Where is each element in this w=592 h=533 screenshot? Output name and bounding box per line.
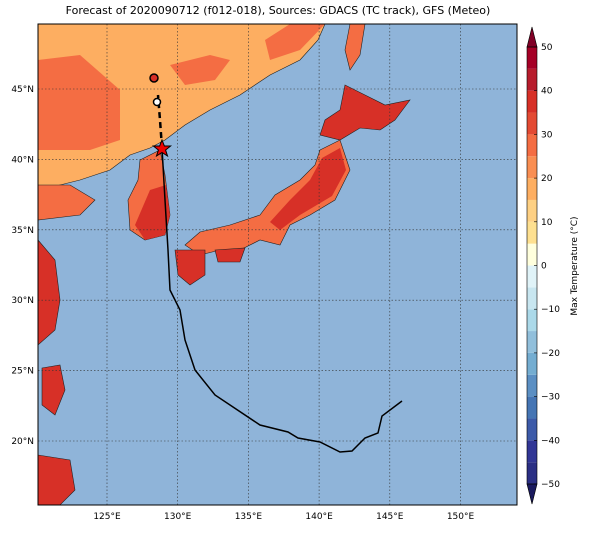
hokkaido (319, 84, 411, 141)
colorbar-level (527, 221, 537, 244)
colorbar-tick-label: −50 (541, 480, 560, 490)
colorbar-level (527, 178, 537, 200)
lon-label: 125°E (93, 512, 121, 522)
shikoku (214, 247, 246, 263)
colorbar-tick-label: 20 (541, 174, 553, 184)
colorbar-tick-label: 40 (541, 87, 553, 97)
colorbar-level (527, 47, 537, 69)
title: Forecast of 2020090712 (f012-018), Sourc… (66, 4, 491, 17)
warm-area (38, 55, 120, 150)
colorbar-level (527, 374, 537, 397)
colorbar-level (527, 440, 537, 463)
colorbar-level (527, 352, 537, 375)
colorbar-level (527, 265, 537, 288)
position-marker (149, 73, 159, 83)
lon-label: 130°E (164, 512, 192, 522)
colorbar-level (527, 331, 537, 353)
colorbar-level (527, 287, 537, 310)
lat-label: 30°N (11, 296, 34, 306)
map (37, 23, 518, 506)
colorbar-level (527, 90, 537, 113)
colorbar: −50 −40 −30 −20 −10 0 10 20 30 40 50 (526, 26, 560, 505)
colorbar-level (527, 462, 537, 484)
lat-label: 35°N (11, 226, 34, 236)
lon-label: 140°E (305, 512, 333, 522)
colorbar-level (527, 199, 537, 222)
colorbar-level (527, 309, 537, 332)
position-marker (152, 97, 162, 107)
lat-label: 40°N (11, 155, 34, 165)
lat-label: 45°N (11, 85, 34, 95)
colorbar-level (527, 156, 537, 179)
colorbar-tick-label: 30 (541, 130, 553, 140)
map-frame (37, 23, 518, 506)
colorbar-level (527, 134, 537, 157)
warm-area (170, 55, 230, 85)
warm-area (265, 24, 325, 60)
colorbar-level (527, 112, 537, 135)
lon-label: 145°E (376, 512, 404, 522)
kyushu (174, 249, 206, 286)
lon-label: 135°E (235, 512, 263, 522)
colorbar-level (527, 243, 537, 266)
colorbar-tick-label: −30 (541, 393, 560, 403)
tc-track (161, 147, 403, 453)
lon-label: 150°E (447, 512, 475, 522)
hot-area (270, 148, 346, 230)
colorbar-tick-label: 10 (541, 218, 553, 228)
colorbar-tick-label: 0 (541, 262, 547, 272)
current-position (151, 138, 173, 158)
colorbar-label: Max Temperature (°C) (570, 216, 580, 315)
colorbar-level (527, 396, 537, 419)
mainland (37, 23, 326, 191)
colorbar-level (527, 68, 537, 91)
colorbar-extend (526, 483, 538, 505)
taiwan (41, 364, 66, 416)
colorbar-tick-label: −10 (541, 305, 560, 315)
colorbar-tick-label: −40 (541, 436, 560, 446)
lat-label: 20°N (11, 437, 34, 447)
colorbar-tick-label: −20 (541, 349, 560, 359)
lat-label: 25°N (11, 367, 34, 377)
hot-area (135, 185, 170, 240)
colorbar-extend (526, 26, 538, 48)
colorbar-level (527, 418, 537, 441)
colorbar-tick-label: 50 (541, 43, 553, 53)
graticule (38, 24, 517, 505)
